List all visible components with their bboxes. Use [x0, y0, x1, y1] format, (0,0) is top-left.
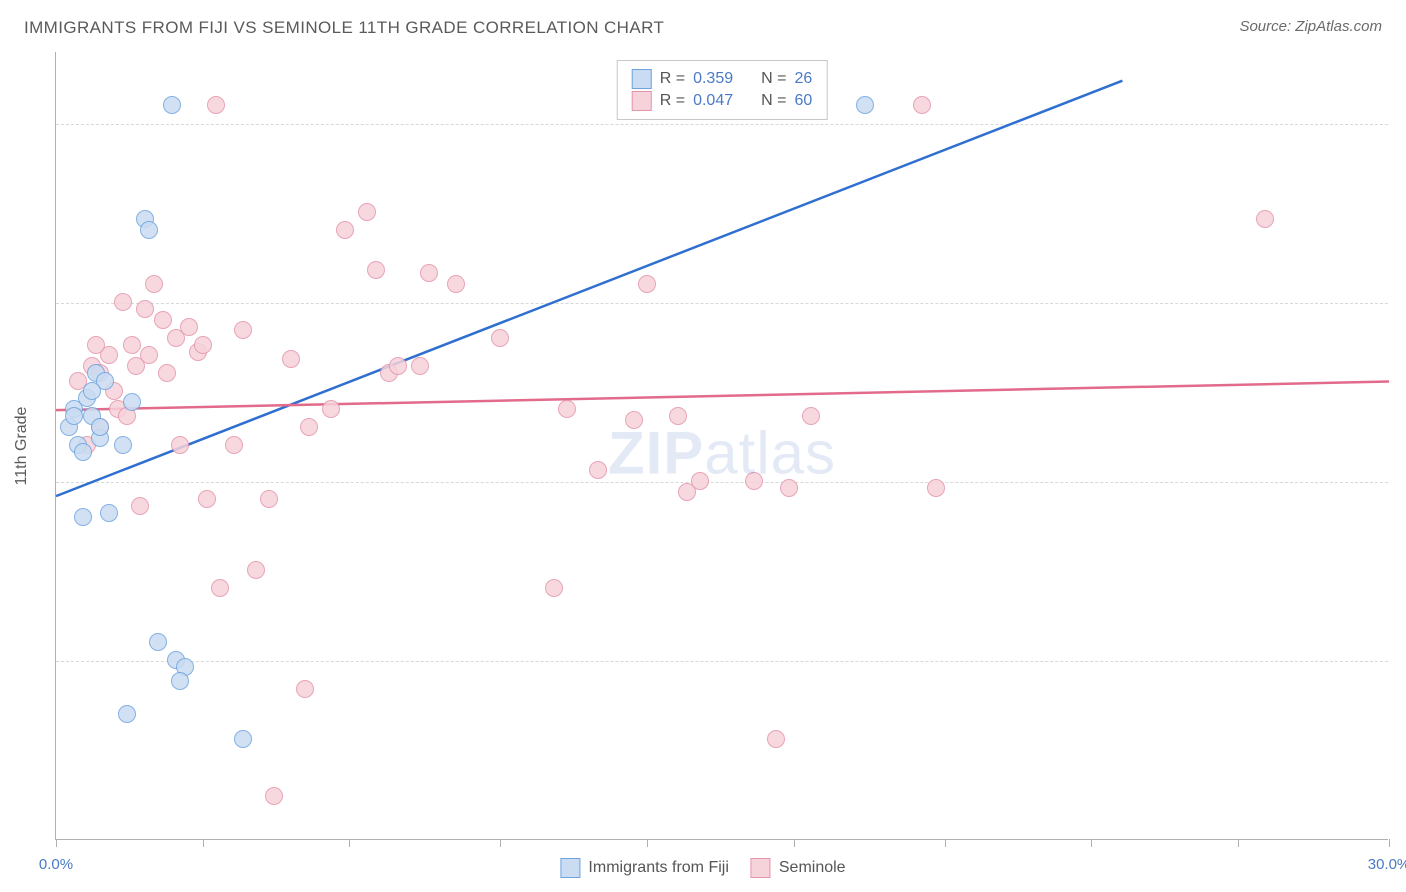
correlation-row-seminole: R = 0.047 N = 60: [632, 91, 813, 111]
data-point: [260, 490, 278, 508]
data-point: [171, 436, 189, 454]
data-point: [136, 300, 154, 318]
data-point: [180, 318, 198, 336]
legend: Immigrants from Fiji Seminole: [560, 858, 845, 878]
data-point: [198, 490, 216, 508]
data-point: [411, 357, 429, 375]
data-point: [420, 264, 438, 282]
data-point: [145, 275, 163, 293]
data-point: [87, 336, 105, 354]
data-point: [234, 730, 252, 748]
data-point: [158, 364, 176, 382]
correlation-row-fiji: R = 0.359 N = 26: [632, 69, 813, 89]
data-point: [91, 418, 109, 436]
x-tick: [1091, 839, 1092, 847]
data-point: [389, 357, 407, 375]
data-point: [336, 221, 354, 239]
data-point: [225, 436, 243, 454]
swatch-fiji: [632, 69, 652, 89]
source-attribution: Source: ZipAtlas.com: [1239, 18, 1382, 35]
data-point: [447, 275, 465, 293]
data-point: [745, 472, 763, 490]
data-point: [367, 261, 385, 279]
data-point: [625, 411, 643, 429]
data-point: [491, 329, 509, 347]
data-point: [118, 705, 136, 723]
x-tick: [1238, 839, 1239, 847]
data-point: [74, 508, 92, 526]
data-point: [927, 479, 945, 497]
legend-label: Immigrants from Fiji: [588, 859, 728, 877]
data-point: [638, 275, 656, 293]
x-tick: [500, 839, 501, 847]
data-point: [100, 504, 118, 522]
data-point: [123, 393, 141, 411]
data-point: [296, 680, 314, 698]
data-point: [140, 221, 158, 239]
data-point: [211, 579, 229, 597]
data-point: [194, 336, 212, 354]
x-tick-label: 30.0%: [1368, 856, 1406, 873]
y-tick-label: 90.0%: [1392, 473, 1406, 490]
chart-area: ZIPatlas R = 0.359 N = 26 R = 0.047 N = …: [55, 52, 1388, 840]
data-point: [163, 96, 181, 114]
x-tick: [647, 839, 648, 847]
data-point: [65, 407, 83, 425]
data-point: [171, 672, 189, 690]
data-point: [558, 400, 576, 418]
x-tick: [794, 839, 795, 847]
data-point: [127, 357, 145, 375]
x-tick-label: 0.0%: [39, 856, 73, 873]
data-point: [149, 633, 167, 651]
data-point: [767, 730, 785, 748]
data-point: [1256, 210, 1274, 228]
data-point: [265, 787, 283, 805]
data-point: [358, 203, 376, 221]
swatch-seminole: [632, 91, 652, 111]
legend-item-seminole: Seminole: [751, 858, 846, 878]
data-point: [780, 479, 798, 497]
data-point: [123, 336, 141, 354]
chart-title: IMMIGRANTS FROM FIJI VS SEMINOLE 11TH GR…: [24, 18, 664, 38]
data-point: [282, 350, 300, 368]
data-point: [74, 443, 92, 461]
data-point: [114, 436, 132, 454]
data-point: [131, 497, 149, 515]
data-point: [83, 382, 101, 400]
correlation-box: R = 0.359 N = 26 R = 0.047 N = 60: [617, 60, 828, 120]
y-tick-label: 100.0%: [1392, 115, 1406, 132]
data-point: [669, 407, 687, 425]
legend-label: Seminole: [779, 859, 846, 877]
data-point: [322, 400, 340, 418]
x-tick: [203, 839, 204, 847]
data-point: [154, 311, 172, 329]
data-point: [114, 293, 132, 311]
legend-item-fiji: Immigrants from Fiji: [560, 858, 728, 878]
y-tick-label: 85.0%: [1392, 652, 1406, 669]
y-tick-label: 95.0%: [1392, 294, 1406, 311]
x-tick: [945, 839, 946, 847]
data-point: [691, 472, 709, 490]
trend-lines: [56, 52, 1389, 840]
data-point: [913, 96, 931, 114]
data-point: [300, 418, 318, 436]
x-tick: [1389, 839, 1390, 847]
x-tick: [349, 839, 350, 847]
data-point: [545, 579, 563, 597]
data-point: [589, 461, 607, 479]
data-point: [247, 561, 265, 579]
x-tick: [56, 839, 57, 847]
data-point: [802, 407, 820, 425]
data-point: [234, 321, 252, 339]
data-point: [856, 96, 874, 114]
legend-swatch-seminole: [751, 858, 771, 878]
legend-swatch-fiji: [560, 858, 580, 878]
y-axis-label: 11th Grade: [13, 407, 31, 486]
data-point: [207, 96, 225, 114]
